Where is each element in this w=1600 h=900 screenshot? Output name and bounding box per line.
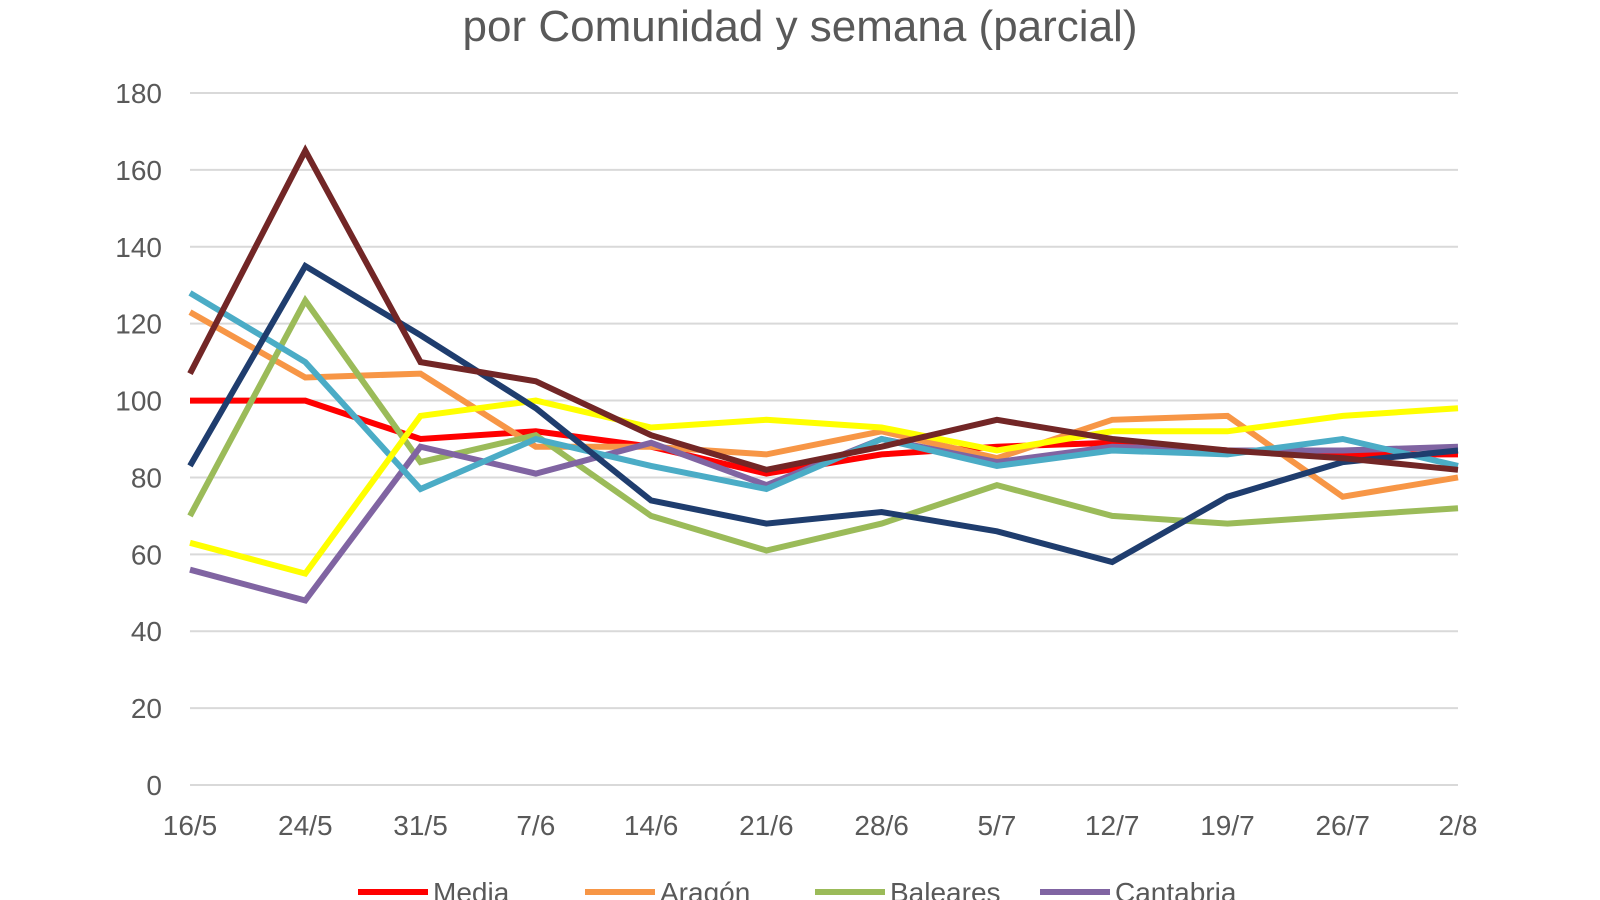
legend-label: Baleares <box>890 877 1001 900</box>
x-tick-label: 19/7 <box>1200 810 1255 841</box>
y-tick-label: 20 <box>131 693 162 724</box>
x-tick-label: 14/6 <box>624 810 679 841</box>
series-line-unlabeled-6 <box>187 261 1459 566</box>
series-line-unlabeled-5 <box>189 397 1459 578</box>
legend-label: Aragón <box>660 877 750 900</box>
x-axis-ticks: 16/5 24/5 31/5 7/6 14/6 21/6 28/6 5/7 12/7 19/7 26… <box>163 810 1478 841</box>
y-tick-label: 100 <box>115 386 162 417</box>
legend-item: Media <box>358 877 510 900</box>
x-tick-label: 2/8 <box>1439 810 1478 841</box>
legend: Media Aragón Baleares Cantabria <box>358 877 1237 900</box>
y-axis-ticks: 0 20 40 60 80 100 120 140 160 180 <box>115 78 162 801</box>
y-tick-label: 180 <box>115 78 162 109</box>
y-tick-label: 80 <box>131 462 162 493</box>
chart-title: por Comunidad y semana (parcial) <box>462 2 1138 51</box>
legend-label: Media <box>433 877 510 900</box>
y-tick-label: 0 <box>146 770 162 801</box>
x-tick-label: 31/5 <box>393 810 448 841</box>
x-tick-label: 16/5 <box>163 810 218 841</box>
legend-item: Baleares <box>815 877 1001 900</box>
x-tick-label: 12/7 <box>1085 810 1140 841</box>
x-tick-label: 21/6 <box>739 810 794 841</box>
x-tick-label: 7/6 <box>516 810 555 841</box>
legend-label: Cantabria <box>1115 877 1237 900</box>
gridlines <box>190 92 1458 786</box>
legend-item: Aragón <box>585 877 750 900</box>
legend-item: Cantabria <box>1040 877 1237 900</box>
series-line-unlabeled-7 <box>187 144 1459 473</box>
y-tick-label: 140 <box>115 232 162 263</box>
y-tick-label: 120 <box>115 309 162 340</box>
x-tick-label: 24/5 <box>278 810 333 841</box>
x-tick-label: 26/7 <box>1315 810 1370 841</box>
y-tick-label: 40 <box>131 616 162 647</box>
x-tick-label: 5/7 <box>977 810 1016 841</box>
y-tick-label: 160 <box>115 155 162 186</box>
x-tick-label: 28/6 <box>854 810 909 841</box>
series-line-baleares <box>187 294 1459 554</box>
series-lines <box>187 144 1459 604</box>
y-tick-label: 60 <box>131 539 162 570</box>
